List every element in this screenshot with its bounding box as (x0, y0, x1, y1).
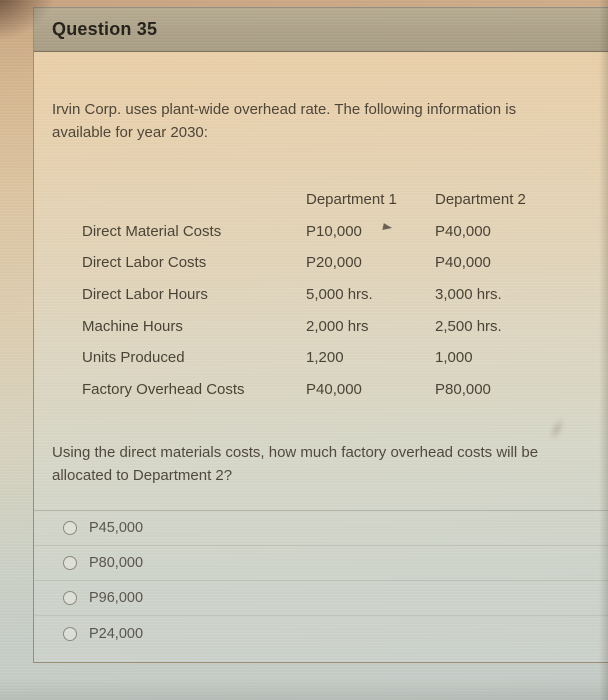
prompt-line: Using the direct materials costs, how mu… (52, 444, 539, 461)
answer-option-label: P45,000 (89, 520, 144, 536)
row-value-dept1: P20,000 (306, 254, 362, 272)
row-value-dept2: P80,000 (435, 381, 491, 399)
answer-option-label: P80,000 (89, 555, 144, 571)
row-value-dept1: P40,000 (306, 381, 362, 399)
answer-options: P45,000 P80,000 P96,000 P24,000 (34, 511, 608, 651)
row-value-dept2: P40,000 (435, 222, 491, 240)
prompt-line: allocated to Department 2? (52, 467, 233, 484)
row-label: Direct Material Costs (82, 222, 222, 240)
radio-button-icon[interactable] (63, 591, 77, 605)
column-header-dept2: Department 2 (435, 191, 526, 208)
row-value-dept2: 1,000 (435, 349, 473, 367)
row-label: Direct Labor Costs (82, 254, 207, 272)
answer-option-4[interactable]: P24,000 (34, 616, 608, 651)
intro-line: Irvin Corp. uses plant-wide overhead rat… (52, 101, 517, 118)
column-header-dept1: Department 1 (306, 191, 397, 208)
row-value-dept1: 1,200 (306, 349, 344, 367)
question-card: Question 35 Irvin Corp. uses plant-wide … (33, 7, 608, 663)
question-header-bar: Question 35 (34, 8, 608, 52)
row-value-dept1: 2,000 hrs (306, 317, 369, 335)
row-label: Direct Labor Hours (82, 286, 208, 304)
data-table: Department 1 Department 2 Direct Materia… (82, 191, 605, 413)
answer-option-2[interactable]: P80,000 (34, 546, 608, 581)
question-prompt: Using the direct materials costs, how mu… (52, 441, 572, 487)
row-value-dept2: 2,500 hrs. (435, 317, 502, 335)
row-value-dept2: P40,000 (435, 254, 491, 272)
row-value-dept1: 5,000 hrs. (306, 286, 373, 304)
row-value-dept1: P10,000 (306, 222, 362, 240)
radio-button-icon[interactable] (63, 556, 77, 570)
answer-option-label: P96,000 (89, 590, 144, 606)
table-corner-cell (82, 191, 306, 218)
row-value-dept2: 3,000 hrs. (435, 286, 502, 304)
answer-option-label: P24,000 (89, 625, 144, 642)
question-title: Question 35 (52, 19, 158, 39)
radio-button-icon[interactable] (63, 521, 77, 535)
row-label: Machine Hours (82, 317, 183, 335)
answer-option-3[interactable]: P96,000 (34, 581, 608, 616)
row-label: Factory Overhead Costs (82, 381, 245, 399)
row-label: Units Produced (82, 349, 185, 367)
question-intro: Irvin Corp. uses plant-wide overhead rat… (52, 98, 572, 144)
radio-button-icon[interactable] (63, 626, 77, 641)
intro-line: available for year 2030: (52, 124, 208, 141)
answer-option-1[interactable]: P45,000 (34, 511, 608, 546)
